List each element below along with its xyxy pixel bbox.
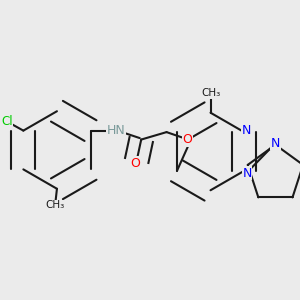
Text: CH₃: CH₃: [46, 200, 65, 210]
Text: CH₃: CH₃: [201, 88, 220, 98]
Text: N: N: [271, 137, 280, 150]
Text: Cl: Cl: [1, 115, 13, 128]
Text: N: N: [242, 124, 251, 137]
Text: HN: HN: [106, 124, 125, 137]
Text: O: O: [130, 157, 140, 170]
Text: O: O: [182, 133, 192, 146]
Text: N: N: [242, 167, 252, 180]
